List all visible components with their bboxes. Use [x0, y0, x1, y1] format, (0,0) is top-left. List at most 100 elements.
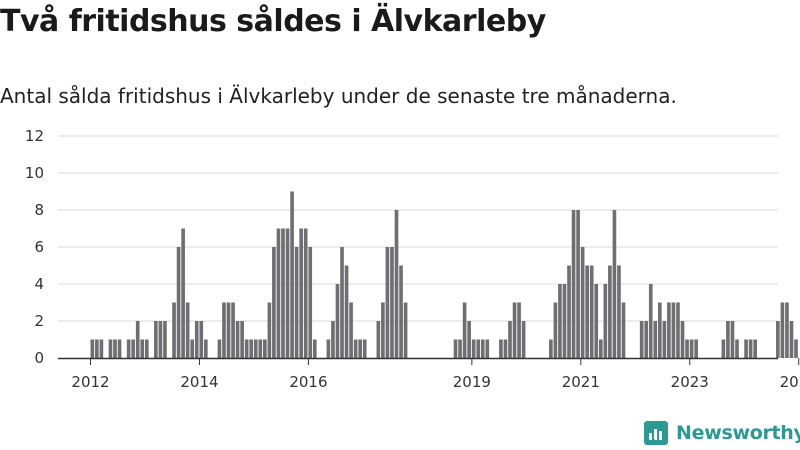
- bar: [512, 302, 517, 358]
- bar: [648, 284, 653, 358]
- bar: [471, 339, 476, 358]
- bar: [335, 284, 340, 358]
- bar: [694, 339, 698, 358]
- bar: [204, 339, 208, 358]
- bar: [467, 321, 471, 358]
- bar: [562, 284, 567, 358]
- bar: [303, 228, 308, 358]
- bar: [308, 247, 313, 358]
- bar: [353, 339, 358, 358]
- bar: [558, 284, 562, 358]
- bar: [358, 339, 362, 358]
- bar: [95, 339, 99, 358]
- bar: [658, 302, 662, 358]
- bar: [508, 321, 512, 358]
- bar: [385, 247, 390, 358]
- bar: [598, 339, 603, 358]
- bar: [231, 302, 235, 358]
- bar: [521, 321, 526, 358]
- bar: [176, 247, 181, 358]
- chart-subtitle: Antal sålda fritidshus i Älvkarleby unde…: [0, 84, 677, 108]
- bar: [780, 302, 785, 358]
- bar: [399, 265, 403, 358]
- bar: [644, 321, 649, 358]
- bar: [144, 339, 149, 358]
- bar: [394, 210, 399, 358]
- bar: [376, 321, 381, 358]
- bar: [617, 265, 621, 358]
- bar: [163, 321, 167, 358]
- bar: [580, 247, 585, 358]
- bar: [549, 339, 553, 358]
- bar: [748, 339, 753, 358]
- bar: [676, 302, 680, 358]
- bar: [653, 321, 658, 358]
- bar: [185, 302, 190, 358]
- bar: [244, 339, 249, 358]
- bar: [785, 302, 789, 358]
- bar: [217, 339, 222, 358]
- bar: [667, 302, 671, 358]
- bar: [117, 339, 122, 358]
- bar: [331, 321, 335, 358]
- x-tick-label: 2023: [671, 373, 709, 391]
- bar: [131, 339, 135, 358]
- bar: [485, 339, 490, 358]
- bar: [662, 321, 667, 358]
- bar: [267, 302, 272, 358]
- bar: [608, 265, 612, 358]
- bar: [794, 339, 798, 358]
- bar: [190, 339, 195, 358]
- y-tick-label: 8: [34, 201, 44, 219]
- bar: [571, 210, 576, 358]
- bar: [362, 339, 367, 358]
- bar: [344, 265, 349, 358]
- bar: [753, 339, 757, 358]
- bar: [99, 339, 104, 358]
- bar: [458, 339, 462, 358]
- bar: [594, 284, 599, 358]
- bar: [90, 339, 95, 358]
- bar: [281, 228, 285, 358]
- x-tick-label: 2014: [180, 373, 218, 391]
- bar: [226, 302, 231, 358]
- bar-chart: 02468101222012201420162019202120232025: [25, 127, 800, 391]
- bar: [276, 228, 281, 358]
- y-tick-label: 12: [25, 127, 44, 145]
- x-tick-label: 2019: [453, 373, 491, 391]
- bar: [108, 339, 113, 358]
- bar: [381, 302, 385, 358]
- bar: [680, 321, 685, 358]
- y-tick-label: 4: [34, 275, 44, 293]
- bar: [272, 247, 276, 358]
- bar: [390, 247, 394, 358]
- bar: [403, 302, 408, 358]
- bar: [517, 302, 521, 358]
- bar: [685, 339, 689, 358]
- bar: [689, 339, 694, 358]
- bar: [553, 302, 558, 358]
- newsworthy-logo[interactable]: Newsworthy: [644, 418, 800, 448]
- bar: [340, 247, 344, 358]
- x-tick-label: 2025: [780, 373, 800, 391]
- bar: [503, 339, 508, 358]
- y-tick-label: 10: [25, 164, 44, 182]
- bar: [730, 321, 735, 358]
- bar: [480, 339, 485, 358]
- bar: [612, 210, 617, 358]
- bar: [290, 191, 294, 358]
- bar: [158, 321, 163, 358]
- bar: [154, 321, 158, 358]
- chart-title: Två fritidshus såldes i Älvkarleby: [0, 4, 546, 39]
- bar: [294, 247, 299, 358]
- bar: [126, 339, 131, 358]
- bar: [199, 321, 204, 358]
- bar: [499, 339, 503, 358]
- bar: [326, 339, 331, 358]
- x-tick-label: 2021: [562, 373, 600, 391]
- x-tick-label: 2016: [289, 373, 327, 391]
- bar: [589, 265, 594, 358]
- bar: [240, 321, 244, 358]
- bar: [735, 339, 739, 358]
- bar: [258, 339, 263, 358]
